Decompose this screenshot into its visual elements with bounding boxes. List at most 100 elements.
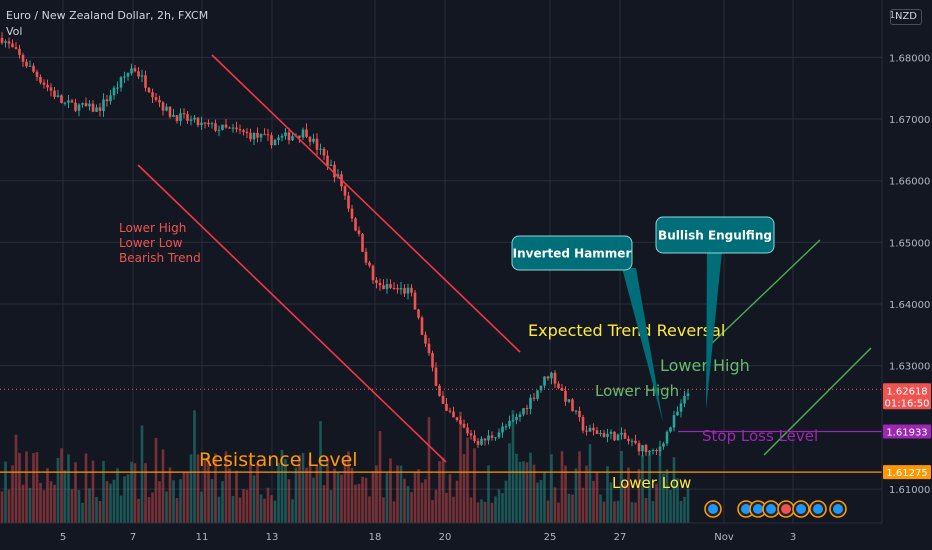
volume-bar — [214, 453, 217, 523]
candle — [410, 284, 413, 297]
expected-reversal-label: Expected Trend Reversal — [528, 321, 725, 340]
candle-body — [389, 284, 392, 288]
candle — [105, 94, 109, 107]
candle-body — [333, 164, 336, 178]
candle-body — [417, 309, 420, 318]
volume-bar — [459, 411, 462, 523]
candle-body — [203, 122, 207, 124]
candle — [487, 429, 490, 445]
volume-bar — [508, 443, 511, 523]
economic-event-icon[interactable] — [704, 500, 722, 518]
lower-low-label: Lower Low — [612, 474, 691, 492]
candle — [329, 159, 333, 167]
candle-body — [77, 104, 81, 111]
candle-body — [613, 431, 616, 441]
volume-bar — [21, 484, 25, 523]
volume-bar — [228, 468, 231, 523]
volume-bar — [529, 452, 532, 523]
candle — [238, 124, 242, 134]
candle — [445, 398, 448, 412]
y-tick-label-top: 1. — [889, 10, 899, 21]
candle — [592, 423, 595, 436]
economic-event-icon[interactable] — [777, 500, 795, 518]
volume-bar — [308, 461, 312, 523]
economic-event-icon[interactable] — [829, 500, 847, 518]
candle — [532, 393, 536, 402]
currency-badge[interactable]: NZD — [889, 9, 922, 25]
economic-event-icon[interactable] — [737, 500, 755, 518]
volume-bar — [585, 465, 588, 523]
candle-body — [550, 372, 553, 379]
volume-bar — [74, 462, 77, 523]
channel-lower-line — [137, 164, 447, 463]
volume-bar — [105, 481, 109, 523]
volume-bar — [648, 452, 651, 523]
volume-bar — [70, 489, 74, 523]
economic-event-icon[interactable] — [762, 500, 780, 518]
x-tick-label-3: 13 — [266, 532, 279, 543]
candle-body — [161, 102, 165, 111]
candle — [133, 65, 137, 73]
candle-body — [410, 287, 413, 293]
candle-body — [137, 71, 140, 77]
economic-event-icon[interactable] — [749, 500, 767, 518]
volume-bar — [63, 470, 67, 523]
volume-bar — [462, 454, 466, 523]
candle-body — [259, 134, 263, 138]
volume-bar — [627, 467, 630, 523]
candle-body — [231, 127, 235, 129]
volume-bar — [361, 476, 364, 523]
candle-body — [291, 136, 294, 141]
y-tick-label-3: 1.65000 — [889, 238, 930, 249]
volume-bar — [165, 491, 168, 523]
candle-body — [235, 127, 238, 130]
volume-bar — [189, 454, 193, 523]
candle — [137, 67, 140, 80]
volume-bar — [662, 473, 665, 523]
candle-body — [567, 399, 571, 402]
candle-body — [39, 76, 42, 83]
volume-bar — [322, 485, 326, 523]
volume-bar — [252, 475, 256, 523]
candle-body — [305, 129, 308, 137]
candle-body — [319, 148, 322, 150]
volume-bar — [284, 458, 287, 523]
volume-bar — [683, 496, 686, 523]
volume-bar — [98, 500, 102, 523]
candle — [518, 411, 522, 422]
candle — [588, 424, 592, 432]
candle — [613, 431, 616, 441]
candle — [399, 282, 403, 295]
symbol-title[interactable]: Euro / New Zealand Dollar, 2h, FXCM — [6, 9, 209, 22]
inverted-hammer-callout: Inverted Hammer — [511, 235, 663, 422]
candle — [77, 103, 81, 117]
volume-indicator-label[interactable]: Vol — [6, 25, 23, 38]
candle — [378, 278, 382, 291]
volume-bar — [305, 467, 308, 523]
volume-bar — [168, 467, 172, 523]
volume-bar — [364, 477, 368, 523]
candle — [669, 426, 672, 433]
candle — [315, 133, 319, 156]
event-icons[interactable] — [704, 500, 847, 518]
volume-bar — [578, 451, 581, 523]
volume-bar — [354, 484, 357, 523]
economic-event-icon[interactable] — [809, 500, 827, 518]
volume-bar — [550, 454, 553, 523]
candle-body — [207, 122, 210, 125]
candle-body — [70, 100, 74, 103]
economic-event-icon[interactable] — [792, 500, 810, 518]
candle — [616, 433, 620, 441]
candle — [172, 108, 175, 118]
candle — [585, 425, 588, 436]
candle — [371, 264, 375, 284]
candle-body — [564, 390, 567, 402]
resistance-label: Resistance Level — [199, 449, 358, 471]
candle — [56, 89, 60, 98]
candle-body — [49, 87, 53, 91]
target-line-1 — [707, 239, 821, 348]
candle — [49, 83, 53, 97]
candle — [98, 103, 102, 117]
